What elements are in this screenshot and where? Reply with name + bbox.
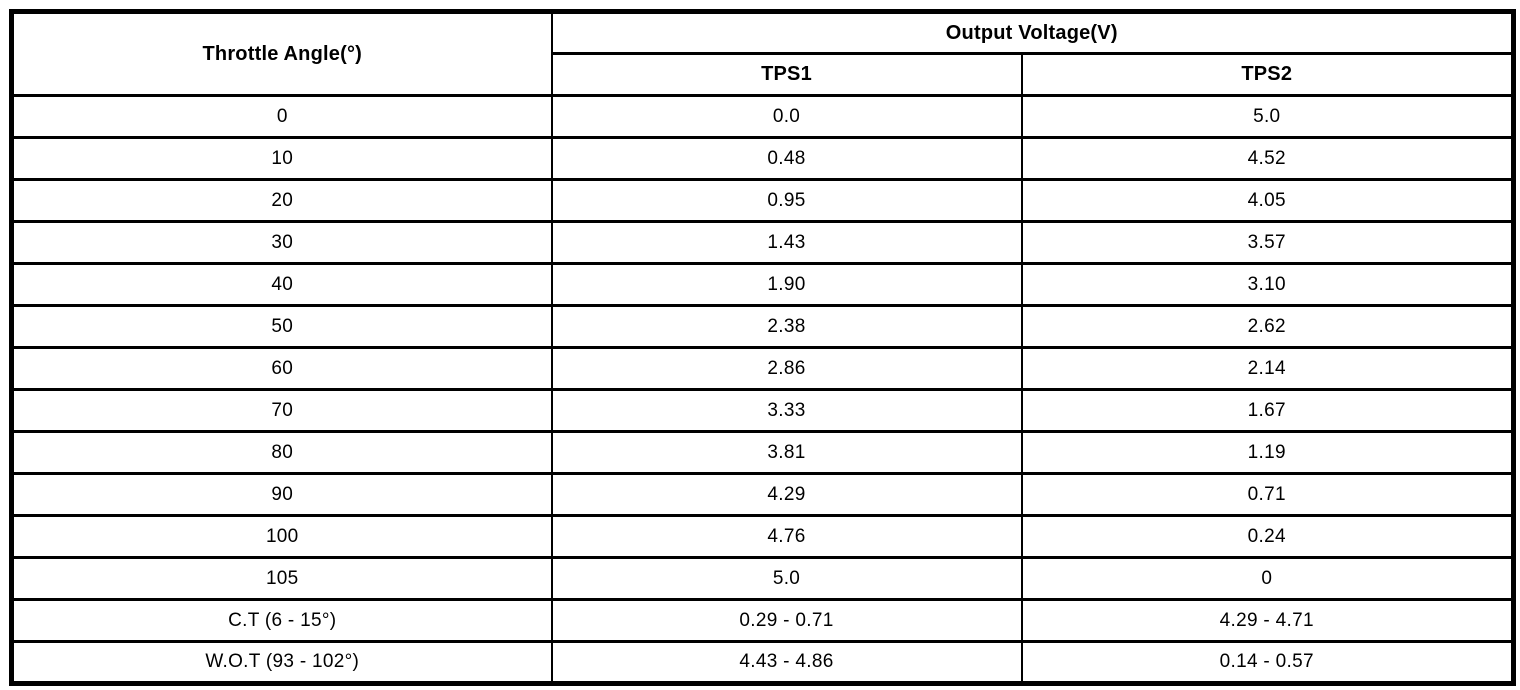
- throttle-angle-column-header: Throttle Angle(°): [10, 10, 553, 97]
- throttle-angle-cell: 50: [10, 304, 553, 349]
- tps2-voltage-cell: 0.24: [1020, 514, 1515, 559]
- table-row: 60 2.86 2.14: [10, 346, 1515, 391]
- table-row: 0 0.0 5.0: [10, 94, 1515, 139]
- table-row: C.T (6 - 15°) 0.29 - 0.71 4.29 - 4.71: [10, 598, 1515, 643]
- throttle-angle-cell: 80: [10, 430, 553, 475]
- tps1-column-header: TPS1: [550, 52, 1023, 97]
- throttle-angle-cell: 0: [10, 94, 553, 139]
- tps2-voltage-cell: 5.0: [1020, 94, 1515, 139]
- tps2-voltage-cell: 4.52: [1020, 136, 1515, 181]
- tps1-voltage-cell: 0.29 - 0.71: [550, 598, 1023, 643]
- tps1-voltage-cell: 1.43: [550, 220, 1023, 265]
- table-row: 30 1.43 3.57: [10, 220, 1515, 265]
- table-body: 0 0.0 5.0 10 0.48 4.52 20 0.95 4.05 30 1…: [10, 94, 1515, 685]
- tps1-voltage-cell: 3.81: [550, 430, 1023, 475]
- tps1-voltage-cell: 0.0: [550, 94, 1023, 139]
- tps2-voltage-cell: 1.67: [1020, 388, 1515, 433]
- table-row: 80 3.81 1.19: [10, 430, 1515, 475]
- throttle-angle-cell: 105: [10, 556, 553, 601]
- tps1-voltage-cell: 0.48: [550, 136, 1023, 181]
- table-row: 50 2.38 2.62: [10, 304, 1515, 349]
- throttle-position-sensor-table: Throttle Angle(°) Output Voltage(V) TPS1…: [9, 9, 1516, 686]
- table-row: 10 0.48 4.52: [10, 136, 1515, 181]
- throttle-angle-cell: 20: [10, 178, 553, 223]
- throttle-angle-cell: W.O.T (93 - 102°): [10, 640, 553, 685]
- output-voltage-group-header: Output Voltage(V): [550, 10, 1515, 55]
- tps2-voltage-cell: 0.14 - 0.57: [1020, 640, 1515, 685]
- tps2-voltage-cell: 3.10: [1020, 262, 1515, 307]
- tps1-voltage-cell: 4.43 - 4.86: [550, 640, 1023, 685]
- tps2-voltage-cell: 1.19: [1020, 430, 1515, 475]
- tps1-voltage-cell: 2.86: [550, 346, 1023, 391]
- tps2-voltage-cell: 3.57: [1020, 220, 1515, 265]
- throttle-angle-cell: 60: [10, 346, 553, 391]
- tps2-voltage-cell: 4.29 - 4.71: [1020, 598, 1515, 643]
- tps1-voltage-cell: 4.29: [550, 472, 1023, 517]
- throttle-angle-cell: C.T (6 - 15°): [10, 598, 553, 643]
- table-row: 40 1.90 3.10: [10, 262, 1515, 307]
- table-row: 105 5.0 0: [10, 556, 1515, 601]
- tps1-voltage-cell: 3.33: [550, 388, 1023, 433]
- throttle-angle-cell: 70: [10, 388, 553, 433]
- table-row: 70 3.33 1.67: [10, 388, 1515, 433]
- tps2-voltage-cell: 0: [1020, 556, 1515, 601]
- throttle-angle-cell: 100: [10, 514, 553, 559]
- throttle-angle-cell: 10: [10, 136, 553, 181]
- table-row: 90 4.29 0.71: [10, 472, 1515, 517]
- tps1-voltage-cell: 5.0: [550, 556, 1023, 601]
- tps1-voltage-cell: 0.95: [550, 178, 1023, 223]
- table-row: W.O.T (93 - 102°) 4.43 - 4.86 0.14 - 0.5…: [10, 640, 1515, 685]
- table-header: Throttle Angle(°) Output Voltage(V) TPS1…: [10, 10, 1515, 97]
- throttle-angle-cell: 40: [10, 262, 553, 307]
- table-row: 20 0.95 4.05: [10, 178, 1515, 223]
- tps2-column-header: TPS2: [1020, 52, 1515, 97]
- throttle-angle-cell: 30: [10, 220, 553, 265]
- tps2-voltage-cell: 4.05: [1020, 178, 1515, 223]
- tps1-voltage-cell: 1.90: [550, 262, 1023, 307]
- tps2-voltage-cell: 2.14: [1020, 346, 1515, 391]
- throttle-angle-cell: 90: [10, 472, 553, 517]
- tps2-voltage-cell: 2.62: [1020, 304, 1515, 349]
- tps1-voltage-cell: 2.38: [550, 304, 1023, 349]
- tps1-voltage-cell: 4.76: [550, 514, 1023, 559]
- tps2-voltage-cell: 0.71: [1020, 472, 1515, 517]
- table-row: 100 4.76 0.24: [10, 514, 1515, 559]
